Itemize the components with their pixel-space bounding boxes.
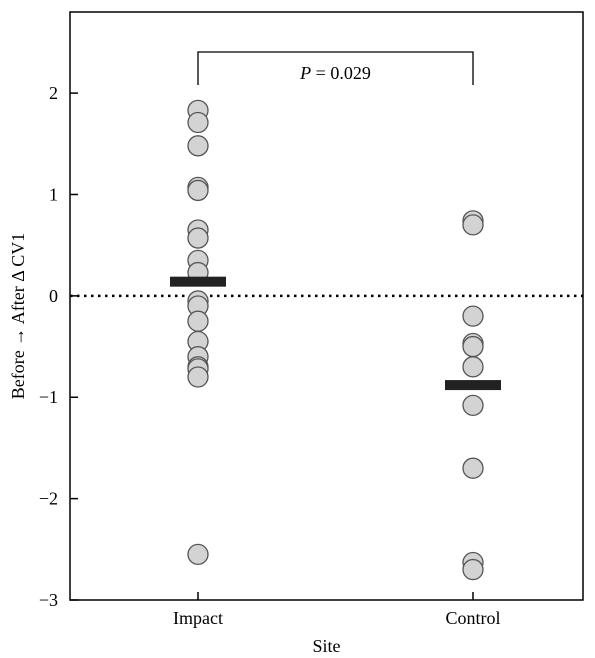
p-value-label: P = 0.029 [299,63,371,83]
x-tick-label: Impact [173,608,223,628]
y-tick-label: 1 [49,184,58,204]
y-tick-label: −2 [39,489,58,509]
significance-bracket: P = 0.029 [197,51,474,85]
data-point [187,111,209,134]
data-point [462,305,484,327]
axis-labels: Site Before → After Δ CV1 [8,233,341,656]
data-point [187,179,209,202]
data-point [462,335,484,358]
p-value: = 0.029 [311,63,371,83]
mean-bar [445,380,501,391]
data-point [187,366,209,388]
mean-bars [170,276,501,391]
data-point [187,227,209,249]
x-tick-label: Control [445,608,500,628]
bracket-line [197,51,474,85]
data-point [187,310,209,332]
p-symbol: P [299,63,311,83]
data-points [187,99,484,581]
plot-frame [69,11,584,601]
data-point [462,558,484,581]
y-tick-label: −3 [39,590,58,610]
y-tick-label: 0 [49,286,58,306]
y-tick-label: 2 [49,83,58,103]
axes: −3 −2 −1 0 1 2 Impact Control [39,11,584,628]
data-point [187,543,209,566]
data-point [462,394,484,417]
x-axis-title: Site [312,636,340,656]
data-point [187,135,209,157]
data-point [462,214,484,236]
y-tick-label: −1 [39,387,58,407]
mean-bar [170,276,226,287]
y-axis-title: Before → After Δ CV1 [8,233,28,400]
data-point [462,457,484,479]
data-point [462,356,484,378]
